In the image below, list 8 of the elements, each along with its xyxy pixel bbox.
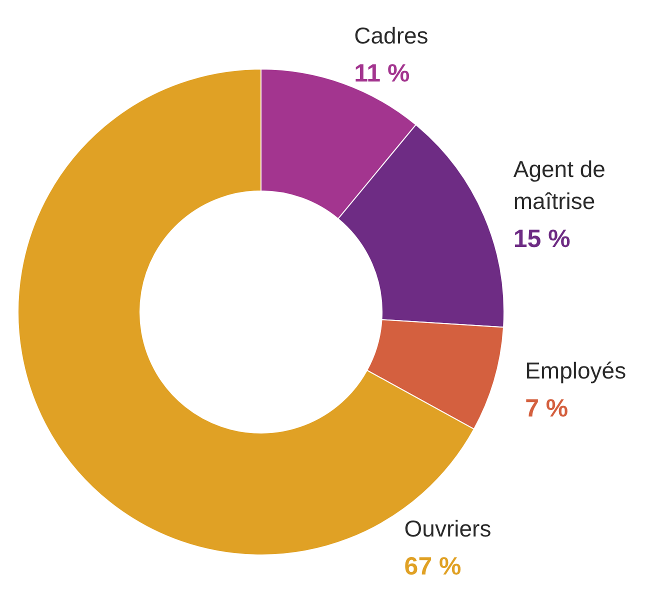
data-label: 7 % (525, 394, 568, 423)
data-label: 67 % (404, 552, 462, 581)
slice-label: Employés (525, 358, 626, 384)
data-label: 11 % (354, 59, 410, 88)
slice-label: Agent de maîtrise (513, 156, 606, 214)
data-label: 15 % (513, 224, 570, 253)
slice-label: Cadres (354, 22, 428, 48)
slice-label: Ouvriers (404, 516, 492, 542)
